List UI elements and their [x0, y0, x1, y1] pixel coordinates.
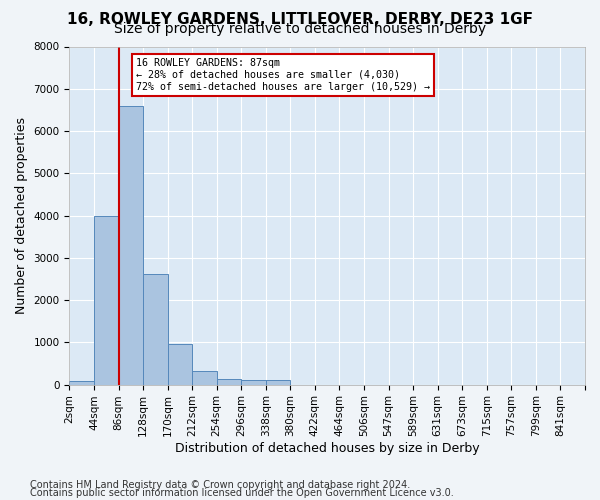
Bar: [217, 379, 241, 384]
Text: 16, ROWLEY GARDENS, LITTLEOVER, DERBY, DE23 1GF: 16, ROWLEY GARDENS, LITTLEOVER, DERBY, D…: [67, 12, 533, 28]
Bar: [192, 372, 217, 384]
Y-axis label: Number of detached properties: Number of detached properties: [15, 117, 28, 314]
Bar: [167, 344, 192, 385]
Text: 16 ROWLEY GARDENS: 87sqm
← 28% of detached houses are smaller (4,030)
72% of sem: 16 ROWLEY GARDENS: 87sqm ← 28% of detach…: [136, 58, 430, 92]
Text: Contains public sector information licensed under the Open Government Licence v3: Contains public sector information licen…: [30, 488, 454, 498]
Text: Size of property relative to detached houses in Derby: Size of property relative to detached ho…: [114, 22, 486, 36]
Bar: [241, 380, 266, 384]
Bar: [143, 274, 167, 384]
X-axis label: Distribution of detached houses by size in Derby: Distribution of detached houses by size …: [175, 442, 479, 455]
Text: Contains HM Land Registry data © Crown copyright and database right 2024.: Contains HM Land Registry data © Crown c…: [30, 480, 410, 490]
Bar: [94, 216, 119, 384]
Bar: [266, 380, 290, 384]
Bar: [119, 106, 143, 384]
Bar: [70, 381, 94, 384]
